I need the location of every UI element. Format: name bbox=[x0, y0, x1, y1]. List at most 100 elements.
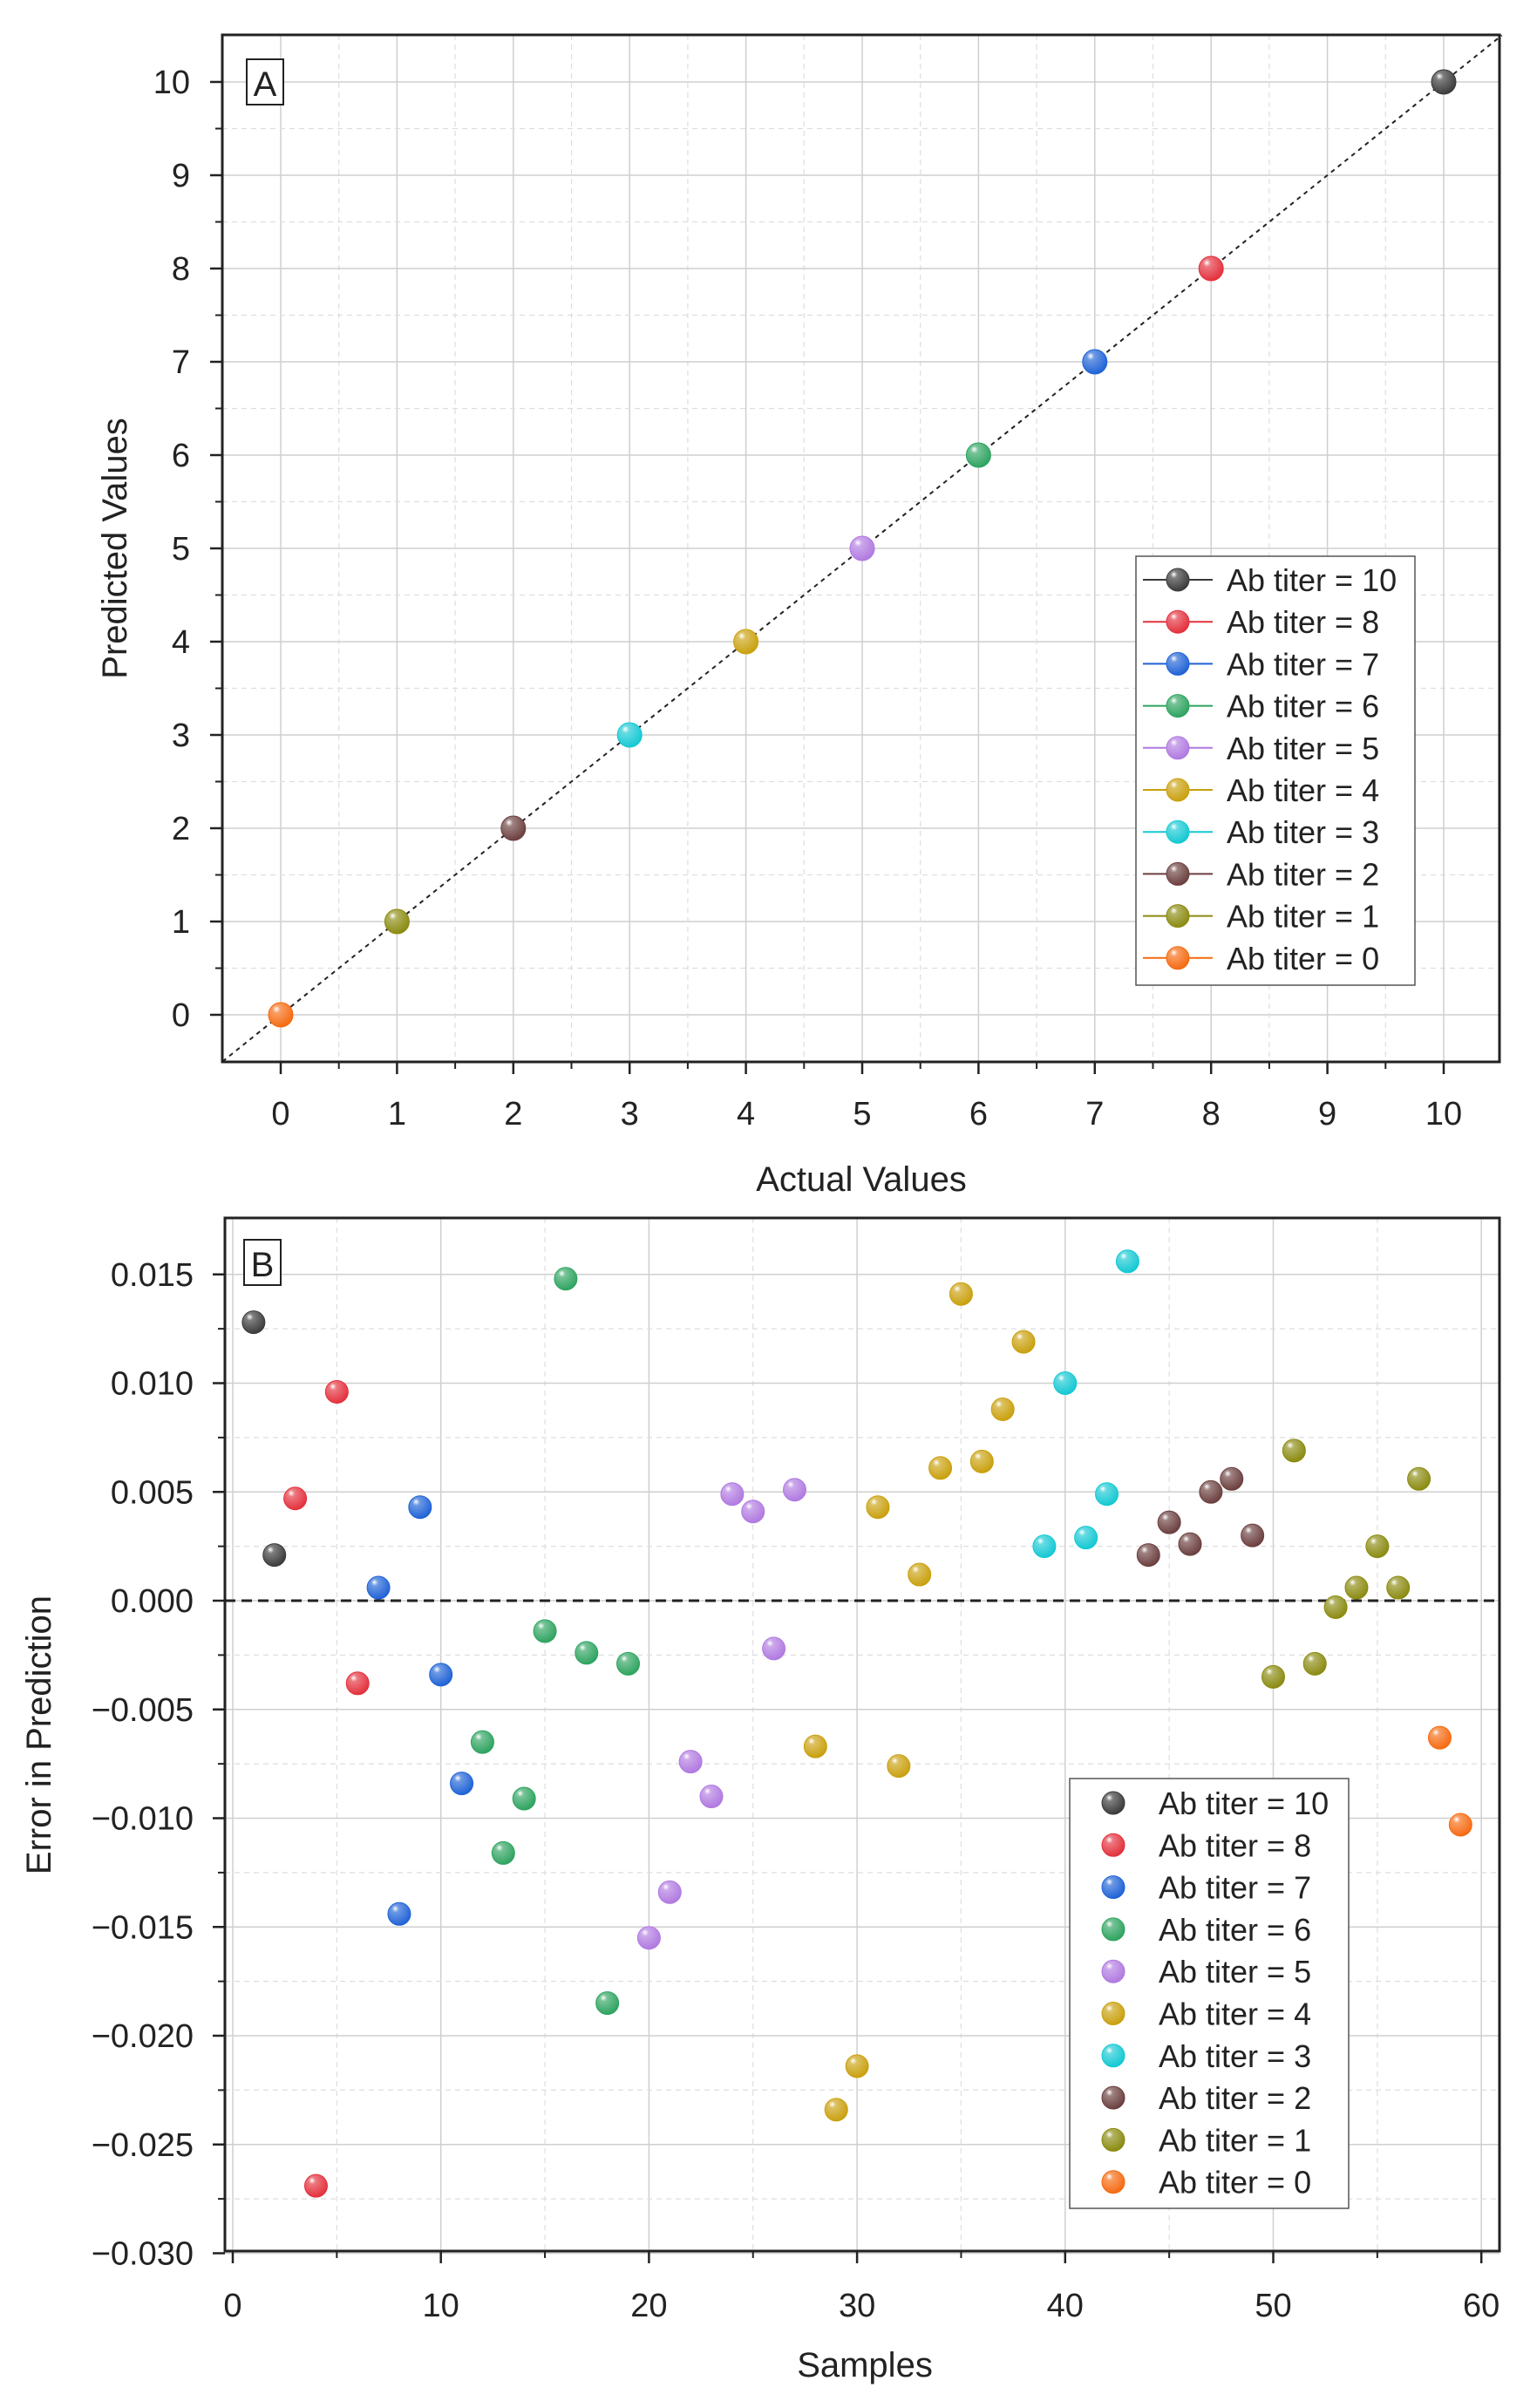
legend-marker bbox=[1166, 651, 1190, 676]
legend-marker bbox=[1101, 2044, 1125, 2068]
data-point bbox=[1115, 1249, 1139, 1274]
x-tick-label: 0 bbox=[223, 2288, 241, 2324]
x-tick-label: 2 bbox=[504, 1096, 522, 1133]
data-point bbox=[262, 1543, 287, 1568]
data-point bbox=[500, 815, 527, 841]
legend-label: Ab titer = 8 bbox=[1227, 604, 1379, 640]
legend-marker bbox=[1101, 2170, 1125, 2194]
data-point bbox=[1344, 1575, 1369, 1600]
x-tick-label: 50 bbox=[1255, 2288, 1291, 2324]
legend-label: Ab titer = 2 bbox=[1227, 856, 1379, 892]
x-tick-label: 5 bbox=[853, 1096, 871, 1133]
x-axis-title-b: Samples bbox=[797, 2346, 933, 2384]
panel-label-a: A bbox=[254, 65, 277, 104]
data-point bbox=[450, 1772, 474, 1796]
legend-marker bbox=[1101, 1875, 1125, 1900]
y-tick-label: −0.020 bbox=[92, 2018, 194, 2055]
data-point bbox=[595, 1991, 620, 2016]
legend-label: Ab titer = 2 bbox=[1159, 2080, 1311, 2116]
y-tick-label: 0.000 bbox=[111, 1583, 194, 1620]
x-tick-label: 30 bbox=[839, 2288, 875, 2324]
data-point bbox=[733, 629, 759, 655]
y-tick-label: 6 bbox=[172, 438, 190, 474]
y-tick-label: 1 bbox=[172, 904, 190, 941]
points-b bbox=[241, 1249, 1472, 2198]
data-point bbox=[1282, 1439, 1306, 1463]
y-tick-label: −0.025 bbox=[92, 2127, 194, 2164]
legend-label: Ab titer = 6 bbox=[1159, 1912, 1311, 1948]
x-tick-label: 3 bbox=[621, 1096, 639, 1133]
x-tick-label: 60 bbox=[1463, 2288, 1499, 2324]
legend-label: Ab titer = 10 bbox=[1159, 1786, 1329, 1821]
legend-label: Ab titer = 0 bbox=[1227, 941, 1379, 976]
legend-label: Ab titer = 7 bbox=[1159, 1870, 1311, 1906]
ticks-a: 0 1 2 3 4 5 6 7 8 9 10 0 1 2 3 4 5 6 7 8 9 10 bbox=[153, 65, 1462, 1133]
legend-marker bbox=[1166, 820, 1190, 844]
data-point bbox=[241, 1310, 266, 1335]
legend-b: Ab titer = 10 Ab titer = 8 Ab titer = 7 Ab … bbox=[1069, 1778, 1350, 2209]
legend-label: Ab titer = 0 bbox=[1159, 2165, 1311, 2201]
legend-marker bbox=[1101, 1791, 1125, 1815]
plot-frame-b bbox=[223, 1216, 1501, 2253]
data-point bbox=[575, 1641, 599, 1665]
data-point bbox=[491, 1840, 515, 1865]
legend-label: Ab titer = 8 bbox=[1159, 1827, 1311, 1863]
data-point bbox=[384, 908, 410, 935]
data-point bbox=[303, 2173, 328, 2198]
plot-frame-a bbox=[221, 33, 1501, 1064]
data-point bbox=[965, 442, 991, 468]
y-tick-label: 0 bbox=[172, 997, 190, 1034]
data-point bbox=[1448, 1813, 1472, 1837]
x-tick-label: 1 bbox=[388, 1096, 406, 1133]
data-point bbox=[1082, 349, 1108, 375]
x-axis-title-a: Actual Values bbox=[756, 1160, 967, 1199]
data-point bbox=[990, 1397, 1015, 1421]
data-point bbox=[429, 1663, 453, 1687]
y-tick-label: −0.030 bbox=[92, 2236, 194, 2273]
data-point bbox=[1095, 1482, 1119, 1507]
legend-marker bbox=[1166, 568, 1190, 592]
y-tick-label: 0.010 bbox=[111, 1366, 194, 1403]
data-point bbox=[554, 1267, 578, 1291]
data-point bbox=[1323, 1595, 1348, 1619]
data-point bbox=[387, 1901, 411, 1926]
legend-marker bbox=[1166, 778, 1190, 802]
x-tick-label: 4 bbox=[737, 1096, 755, 1133]
data-point bbox=[1178, 1532, 1202, 1556]
data-point bbox=[1011, 1330, 1036, 1354]
data-point bbox=[1407, 1466, 1431, 1491]
panel-a: 0 1 2 3 4 5 6 7 8 9 10 0 1 2 3 4 5 6 7 8 9 10 A Actual Values… bbox=[96, 33, 1503, 1199]
x-tick-label: 10 bbox=[423, 2288, 459, 2324]
data-point bbox=[908, 1562, 932, 1587]
legend-marker bbox=[1166, 736, 1190, 760]
panel-label-box-b: B bbox=[243, 1239, 282, 1286]
data-point bbox=[616, 722, 643, 748]
legend-label: Ab titer = 6 bbox=[1227, 689, 1379, 724]
legend-label: Ab titer = 1 bbox=[1159, 2122, 1311, 2158]
data-point bbox=[636, 1926, 661, 1950]
legend-label: Ab titer = 4 bbox=[1227, 772, 1379, 808]
data-point bbox=[1261, 1664, 1285, 1689]
points-a bbox=[268, 69, 1457, 1028]
data-point bbox=[720, 1482, 745, 1507]
x-tick-label: 7 bbox=[1085, 1096, 1104, 1133]
data-point bbox=[1220, 1466, 1244, 1491]
data-point bbox=[1136, 1543, 1160, 1568]
panel-b: 0 10 20 30 40 50 60 0.015 0.010 0.005 0.000 −0.005 −… bbox=[20, 1216, 1501, 2384]
y-axis-title-b: Error in Prediction bbox=[20, 1595, 58, 1874]
legend-label: Ab titer = 3 bbox=[1159, 2038, 1311, 2074]
data-point bbox=[803, 1734, 827, 1758]
data-point bbox=[533, 1619, 557, 1643]
data-point bbox=[470, 1730, 494, 1754]
y-tick-label: 3 bbox=[172, 718, 190, 754]
data-point bbox=[849, 535, 875, 561]
data-point bbox=[408, 1495, 432, 1520]
data-point bbox=[762, 1636, 786, 1661]
data-point bbox=[657, 1880, 682, 1904]
x-tick-label: 20 bbox=[630, 2288, 667, 2324]
y-axis-title-a: Predicted Values bbox=[96, 418, 134, 678]
data-point bbox=[1386, 1575, 1411, 1600]
data-point bbox=[345, 1671, 370, 1696]
legend-marker bbox=[1101, 1833, 1125, 1857]
y-tick-label: 7 bbox=[172, 344, 190, 381]
